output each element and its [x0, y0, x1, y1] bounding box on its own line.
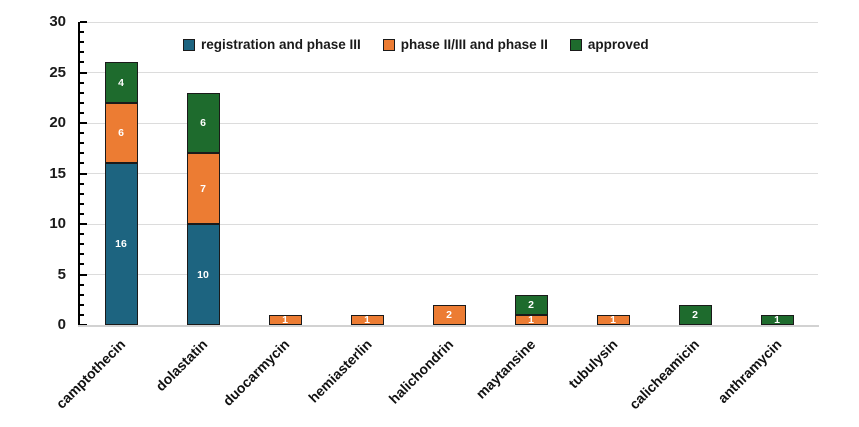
legend-marker-icon: [569, 38, 582, 51]
x-category-label-text: hemiasterlin: [304, 336, 375, 406]
bar-segment: 2: [678, 304, 712, 325]
y-tick: [80, 223, 87, 225]
gridline: [80, 72, 818, 73]
bar-segment-label: 1: [610, 313, 616, 326]
bar-segment: 1: [760, 313, 794, 326]
legend-label: registration and phase III: [201, 37, 361, 52]
y-tick-label: 5: [57, 265, 66, 283]
bar-segment-label: 2: [446, 308, 452, 321]
y-tick: [80, 233, 84, 236]
x-axis-baseline: [78, 325, 819, 327]
y-tick: [80, 162, 84, 165]
gridline: [80, 122, 818, 124]
bar-segment: 2: [514, 294, 548, 315]
legend-item: approved: [569, 37, 649, 52]
bar-segment: 1: [514, 313, 548, 326]
bar-segment: 1: [268, 313, 302, 326]
y-tick: [80, 182, 84, 185]
bar-segment-label: 10: [197, 268, 209, 281]
x-category-label-text: duocarmycin: [219, 336, 293, 409]
y-tick: [80, 283, 84, 286]
x-category-label-text: calicheamicin: [626, 336, 703, 413]
bar-segment-label: 16: [115, 238, 127, 251]
y-tick: [80, 273, 87, 276]
y-tick-label: 20: [49, 114, 66, 131]
y-tick: [80, 21, 87, 23]
y-axis-spine: [78, 22, 80, 325]
bar-segment-label: 7: [200, 182, 206, 195]
y-tick: [80, 122, 87, 124]
y-tick-label: 0: [57, 316, 66, 333]
bar-segment-label: 6: [118, 127, 124, 140]
y-tick: [80, 202, 84, 205]
legend-label: phase II/III and phase II: [400, 37, 548, 52]
y-tick: [80, 71, 87, 74]
bar-segment-label: 6: [200, 117, 206, 130]
x-category-label-text: tubulysin: [564, 336, 621, 392]
bar-segment: 1: [350, 313, 384, 326]
bar-segment-label: 2: [528, 298, 534, 311]
x-category-label-text: camptothecin: [52, 336, 129, 412]
bar-segment: 7: [186, 153, 220, 224]
y-tick: [80, 101, 84, 104]
y-tick: [80, 91, 84, 94]
legend-item: phase II/III and phase II: [382, 37, 548, 52]
y-tick: [80, 293, 84, 296]
x-category-label-text: maytansine: [472, 336, 539, 402]
legend-item: registration and phase III: [183, 37, 361, 52]
bar-segment: 2: [432, 304, 466, 325]
y-tick: [80, 253, 84, 256]
y-tick: [80, 142, 84, 145]
bar-segment: 6: [104, 102, 138, 164]
bar-segment-label: 1: [282, 313, 288, 326]
x-category-label-text: anthramycin: [714, 336, 785, 407]
y-tick-label: 25: [49, 63, 66, 81]
y-tick: [80, 111, 84, 114]
gridline: [80, 223, 818, 225]
y-tick: [80, 303, 84, 306]
y-tick-label: 10: [49, 215, 66, 232]
y-tick: [80, 313, 84, 316]
y-tick: [80, 51, 84, 54]
plot-area: 16 6 4 10 7 6 1 1 2 1 2 1 2 1: [80, 21, 818, 326]
y-tick-label: 30: [49, 13, 66, 30]
y-tick: [80, 132, 84, 135]
y-tick: [80, 81, 84, 84]
bar-segment-label: 1: [774, 313, 780, 326]
y-tick: [80, 61, 84, 64]
bar-segment: 6: [186, 92, 220, 154]
y-tick: [80, 192, 84, 195]
y-tick: [80, 263, 84, 266]
bar-segment: 16: [104, 163, 138, 325]
y-tick: [80, 243, 84, 246]
y-tick: [80, 172, 87, 175]
bar-segment: 1: [596, 313, 630, 326]
bar-segment-label: 1: [528, 313, 534, 326]
bar-segment-label: 2: [692, 308, 698, 321]
legend: registration and phase III phase II/III a…: [183, 37, 649, 52]
bar-segment-label: 1: [364, 313, 370, 326]
gridline: [80, 21, 818, 23]
y-tick-label: 15: [49, 164, 66, 182]
bar-segment: 4: [104, 62, 138, 103]
legend-marker-icon: [382, 38, 395, 51]
x-category-label-text: halichondrin: [385, 336, 457, 407]
y-tick: [80, 31, 84, 34]
gridline: [80, 274, 818, 275]
gridline: [80, 173, 818, 174]
y-tick: [80, 152, 84, 155]
y-tick: [80, 41, 84, 44]
bar-segment: 10: [186, 224, 220, 325]
y-tick: [80, 212, 84, 215]
legend-marker-icon: [183, 38, 195, 51]
x-category-label-text: dolastatin: [152, 336, 211, 395]
legend-label: approved: [587, 37, 649, 52]
bar-segment-label: 4: [118, 76, 124, 89]
